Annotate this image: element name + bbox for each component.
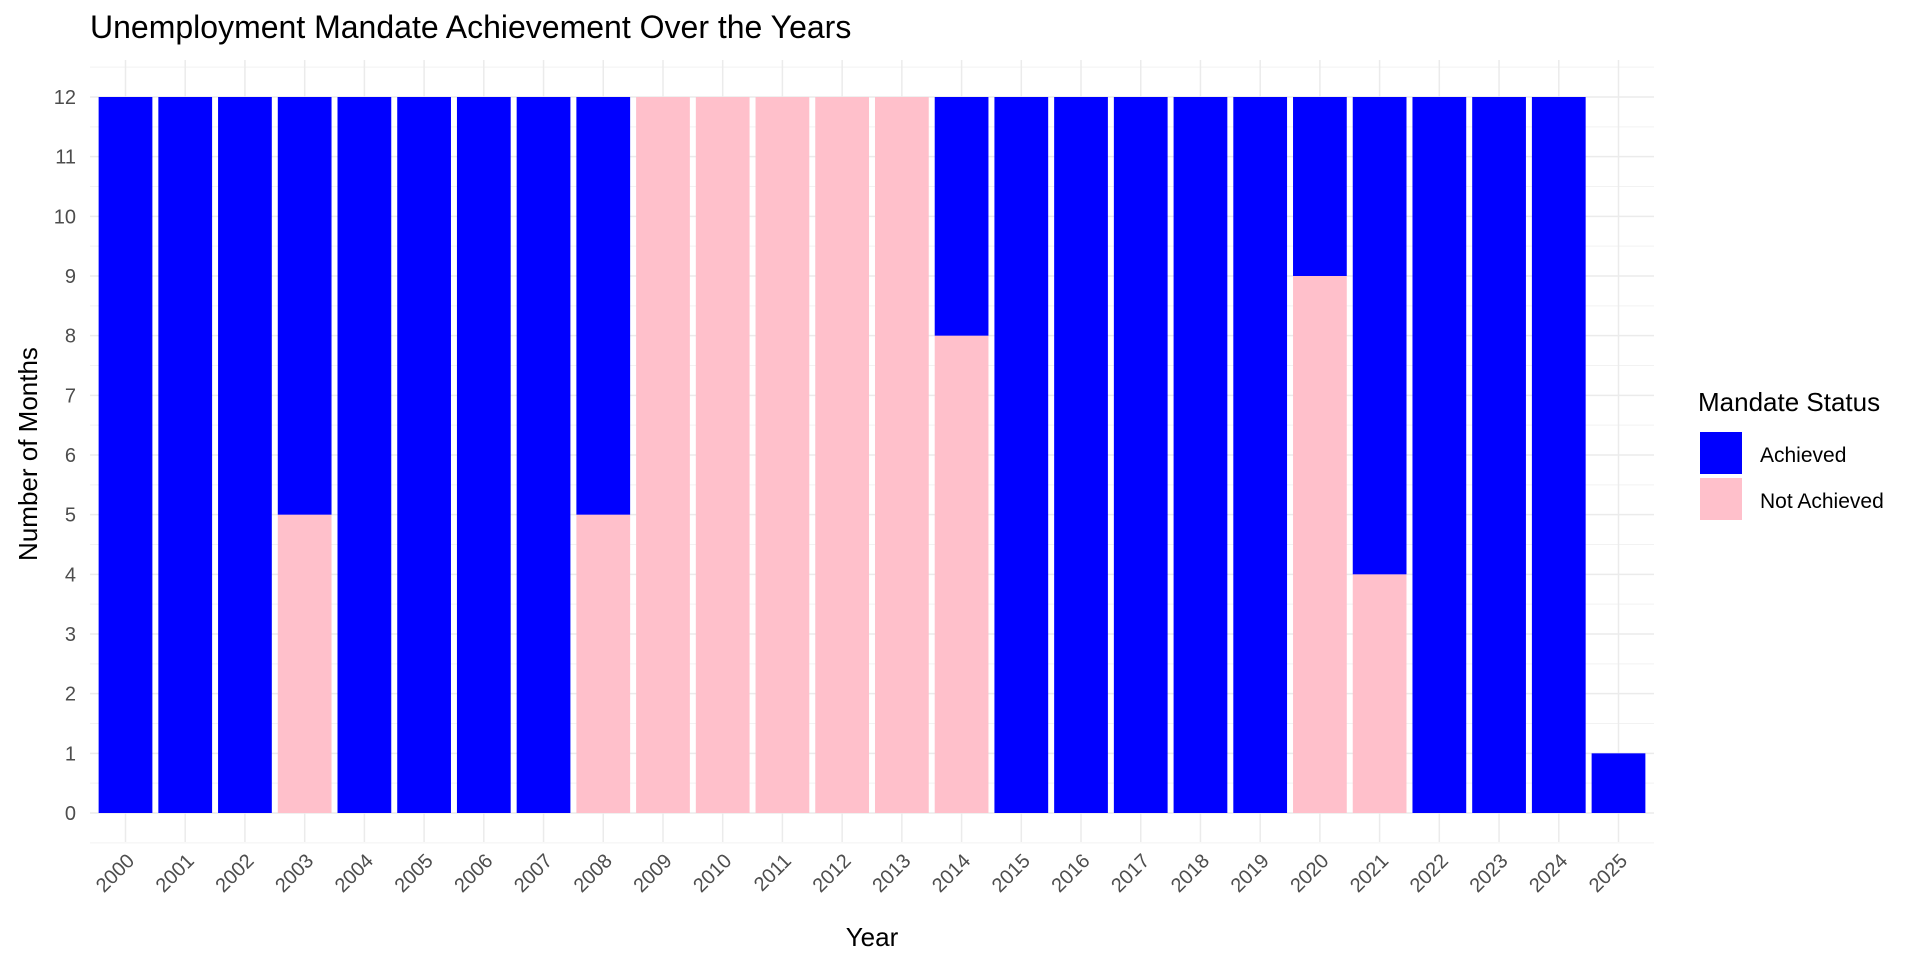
x-tick-label: 2014 — [928, 850, 975, 897]
bar-2004-achieved — [337, 97, 392, 813]
y-tick-label: 9 — [65, 266, 76, 288]
bar-2007-achieved — [516, 97, 571, 813]
x-tick-label: 2024 — [1525, 850, 1572, 897]
bar-2003-not-achieved — [277, 514, 332, 813]
y-tick-label: 0 — [65, 803, 76, 825]
bar-2008-achieved — [576, 97, 631, 515]
bar-2000-achieved — [98, 97, 153, 813]
x-tick-label: 2010 — [689, 850, 736, 897]
y-tick-label: 11 — [55, 147, 76, 169]
bar-2021-achieved — [1352, 97, 1407, 575]
bar-2016-achieved — [1054, 97, 1108, 813]
y-tick-label: 3 — [65, 624, 76, 646]
x-tick-label: 2004 — [331, 850, 378, 897]
x-tick-label: 2012 — [809, 850, 856, 897]
bar-2017-achieved — [1113, 97, 1168, 813]
bar-2019-achieved — [1233, 97, 1288, 813]
x-tick-label: 2007 — [510, 850, 557, 897]
chart-title: Unemployment Mandate Achievement Over th… — [90, 9, 851, 45]
x-tick-label: 2003 — [271, 850, 318, 897]
x-tick-label: 2020 — [1286, 850, 1333, 897]
x-tick-label: 2021 — [1346, 850, 1393, 897]
y-tick-label: 8 — [65, 326, 76, 348]
y-tick-label: 10 — [54, 206, 76, 228]
bar-2012-not-achieved — [815, 97, 870, 813]
bar-2001-achieved — [158, 97, 213, 813]
bar-2021-not-achieved — [1352, 574, 1407, 813]
bar-2015-achieved — [994, 97, 1049, 813]
bar-2008-not-achieved — [576, 514, 631, 813]
bar-2009-not-achieved — [636, 97, 690, 813]
x-tick-label: 2009 — [629, 850, 676, 897]
x-tick-label: 2006 — [450, 850, 497, 897]
x-tick-label: 2011 — [750, 850, 796, 896]
bar-2014-achieved — [934, 97, 989, 336]
x-tick-label: 2018 — [1167, 850, 1214, 897]
legend-swatch-not-achieved — [1700, 478, 1742, 520]
bar-2014-not-achieved — [934, 335, 989, 813]
bar-2024-achieved — [1531, 97, 1586, 813]
x-tick-label: 2025 — [1585, 850, 1632, 897]
bar-2025-achieved — [1591, 753, 1646, 813]
x-tick-label: 2023 — [1466, 850, 1513, 897]
y-tick-label: 2 — [65, 684, 76, 706]
bar-2020-achieved — [1293, 97, 1347, 276]
x-tick-label: 2022 — [1406, 850, 1453, 897]
x-tick-label: 2015 — [988, 850, 1035, 897]
bar-2013-not-achieved — [874, 97, 929, 813]
legend-title: Mandate Status — [1698, 387, 1880, 417]
bar-2005-achieved — [397, 97, 451, 813]
legend-label-not-achieved: Not Achieved — [1760, 490, 1884, 513]
y-tick-label: 7 — [65, 385, 76, 407]
bar-2002-achieved — [218, 97, 272, 813]
x-tick-label: 2017 — [1107, 850, 1154, 897]
x-tick-label: 2016 — [1048, 850, 1095, 897]
y-tick-label: 1 — [65, 743, 76, 765]
x-tick-label: 2008 — [570, 850, 617, 897]
bar-2023-achieved — [1472, 97, 1526, 813]
x-tick-label: 2019 — [1227, 850, 1274, 897]
bar-2003-achieved — [277, 97, 332, 515]
x-axis-ticks: 2000 2001 2002 2003 2004 2005 2006 2007 2008 2009… — [92, 850, 1632, 897]
bar-2022-achieved — [1412, 97, 1467, 813]
bar-2006-achieved — [456, 97, 511, 813]
x-tick-label: 2002 — [211, 850, 258, 897]
bar-2011-not-achieved — [755, 97, 810, 813]
x-tick-label: 2013 — [868, 850, 915, 897]
legend-label-achieved: Achieved — [1760, 444, 1846, 467]
bars — [98, 97, 1646, 813]
y-tick-label: 5 — [65, 505, 76, 527]
x-tick-label: 2001 — [152, 850, 199, 897]
y-axis-label: Number of Months — [13, 347, 43, 561]
legend-swatch-achieved — [1700, 432, 1742, 474]
x-tick-label: 2000 — [92, 850, 139, 897]
x-tick-label: 2005 — [391, 850, 438, 897]
bar-2018-achieved — [1173, 97, 1228, 813]
legend: Mandate Status Achieved Not Achieved — [1698, 387, 1884, 520]
bar-2010-not-achieved — [695, 97, 750, 813]
y-tick-label: 4 — [65, 564, 76, 586]
y-tick-label: 12 — [54, 87, 76, 109]
y-tick-label: 6 — [65, 445, 76, 467]
x-axis-label: Year — [846, 922, 899, 952]
bar-2020-not-achieved — [1293, 276, 1347, 813]
